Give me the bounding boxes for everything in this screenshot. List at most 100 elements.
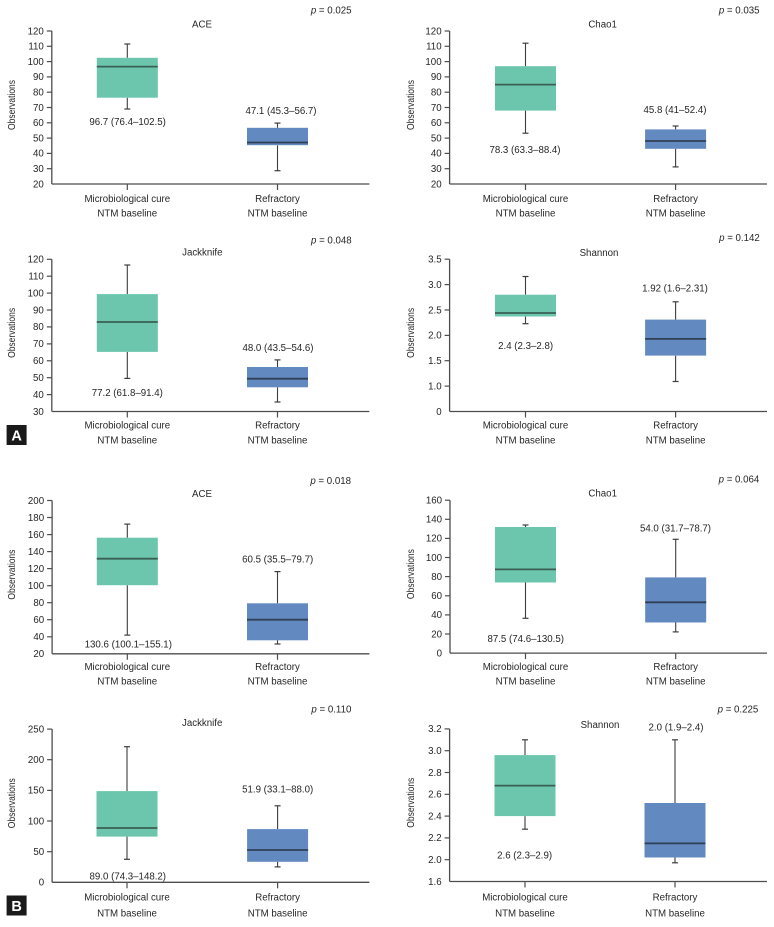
svg-text:20: 20 <box>431 179 442 190</box>
svg-text:150: 150 <box>28 786 45 797</box>
svg-text:2.2: 2.2 <box>428 833 441 844</box>
svg-text:50: 50 <box>33 847 44 858</box>
svg-text:120: 120 <box>28 255 45 266</box>
svg-text:NTM baseline: NTM baseline <box>97 208 157 219</box>
svg-text:ACE: ACE <box>192 19 212 30</box>
svg-text:Refractory: Refractory <box>255 662 300 673</box>
svg-text:NTM baseline: NTM baseline <box>248 908 308 919</box>
svg-text:Observations: Observations <box>406 778 417 828</box>
svg-text:Observations: Observations <box>7 308 18 358</box>
svg-text:200: 200 <box>28 496 45 507</box>
svg-text:NTM baseline: NTM baseline <box>496 677 556 688</box>
svg-text:160: 160 <box>28 530 45 541</box>
svg-text:p = 0.142: p = 0.142 <box>718 233 760 244</box>
svg-text:50: 50 <box>33 373 44 384</box>
svg-text:Microbiological cure: Microbiological cure <box>84 892 170 903</box>
svg-text:2.5: 2.5 <box>428 305 441 316</box>
svg-text:2.6: 2.6 <box>428 790 441 801</box>
svg-text:90: 90 <box>33 305 44 316</box>
svg-text:p = 0.018: p = 0.018 <box>309 476 351 487</box>
svg-text:96.7 (76.4–102.5): 96.7 (76.4–102.5) <box>89 117 165 128</box>
svg-text:180: 180 <box>28 513 45 524</box>
svg-text:p = 0.048: p = 0.048 <box>310 235 352 246</box>
svg-text:Shannon: Shannon <box>581 720 620 731</box>
svg-text:54.0 (31.7–78.7): 54.0 (31.7–78.7) <box>640 523 711 534</box>
svg-text:NTM baseline: NTM baseline <box>97 677 157 688</box>
svg-text:NTM baseline: NTM baseline <box>248 436 308 447</box>
svg-text:100: 100 <box>28 816 45 827</box>
svg-text:NTM baseline: NTM baseline <box>496 208 556 219</box>
svg-text:2.0 (1.9–2.4): 2.0 (1.9–2.4) <box>649 723 704 734</box>
svg-text:47.1 (45.3–56.7): 47.1 (45.3–56.7) <box>245 106 316 117</box>
svg-text:1.92 (1.6–2.31): 1.92 (1.6–2.31) <box>642 283 708 294</box>
svg-text:70: 70 <box>33 339 44 350</box>
svg-text:0: 0 <box>436 407 442 418</box>
svg-text:30: 30 <box>33 407 44 418</box>
svg-text:1.5: 1.5 <box>428 356 441 367</box>
svg-text:B: B <box>11 899 21 915</box>
svg-text:20: 20 <box>431 629 442 640</box>
svg-text:2.0: 2.0 <box>428 855 442 866</box>
svg-text:Shannon: Shannon <box>580 248 619 259</box>
svg-text:70: 70 <box>431 103 442 114</box>
svg-text:NTM baseline: NTM baseline <box>248 677 308 688</box>
svg-text:Refractory: Refractory <box>255 892 300 903</box>
svg-text:80: 80 <box>431 88 442 99</box>
svg-text:70: 70 <box>33 103 44 114</box>
svg-text:100: 100 <box>28 288 45 299</box>
svg-text:Microbiological cure: Microbiological cure <box>483 421 569 432</box>
svg-text:60: 60 <box>33 615 44 626</box>
svg-text:NTM baseline: NTM baseline <box>645 908 705 919</box>
svg-text:2.8: 2.8 <box>428 768 441 779</box>
svg-text:Observations: Observations <box>406 549 417 599</box>
svg-text:p = 0.035: p = 0.035 <box>718 5 760 16</box>
svg-text:40: 40 <box>33 632 44 643</box>
svg-text:0: 0 <box>39 878 45 889</box>
svg-text:90: 90 <box>431 72 442 83</box>
svg-text:110: 110 <box>28 272 44 283</box>
svg-text:p = 0.110: p = 0.110 <box>310 704 352 715</box>
svg-text:Observations: Observations <box>406 80 417 130</box>
svg-text:2.0: 2.0 <box>428 331 442 342</box>
svg-text:3.0: 3.0 <box>428 280 442 291</box>
svg-text:2.4 (2.3–2.8): 2.4 (2.3–2.8) <box>498 341 553 352</box>
svg-text:p = 0.225: p = 0.225 <box>717 704 759 715</box>
svg-text:Jackknife: Jackknife <box>182 248 222 259</box>
svg-text:50: 50 <box>33 133 44 144</box>
svg-text:Refractory: Refractory <box>653 892 698 903</box>
svg-text:NTM baseline: NTM baseline <box>646 677 706 688</box>
svg-text:Microbiological cure: Microbiological cure <box>483 194 569 205</box>
svg-text:80: 80 <box>33 88 44 99</box>
svg-text:120: 120 <box>28 564 45 575</box>
svg-text:130.6 (100.1–155.1): 130.6 (100.1–155.1) <box>85 639 172 650</box>
svg-text:80: 80 <box>33 598 44 609</box>
svg-text:Refractory: Refractory <box>653 662 698 673</box>
svg-text:80: 80 <box>431 572 442 583</box>
svg-text:89.0 (74.3–148.2): 89.0 (74.3–148.2) <box>90 872 166 883</box>
svg-text:Microbiological cure: Microbiological cure <box>84 662 170 673</box>
svg-text:NTM baseline: NTM baseline <box>495 908 555 919</box>
svg-text:p = 0.064: p = 0.064 <box>718 474 760 485</box>
svg-text:100: 100 <box>28 57 45 68</box>
svg-text:Chao1: Chao1 <box>588 488 617 499</box>
svg-text:Microbiological cure: Microbiological cure <box>84 194 170 205</box>
svg-text:Refractory: Refractory <box>653 194 698 205</box>
svg-text:51.9 (33.1–88.0): 51.9 (33.1–88.0) <box>242 785 313 796</box>
svg-text:100: 100 <box>28 581 45 592</box>
svg-text:Refractory: Refractory <box>255 421 300 432</box>
svg-text:250: 250 <box>28 724 45 735</box>
svg-text:NTM baseline: NTM baseline <box>97 908 157 919</box>
svg-text:Observations: Observations <box>7 550 18 600</box>
svg-text:A: A <box>11 428 22 444</box>
svg-text:Refractory: Refractory <box>653 421 698 432</box>
svg-text:Observations: Observations <box>7 778 18 828</box>
svg-text:100: 100 <box>426 553 443 564</box>
svg-text:78.3 (63.3–88.4): 78.3 (63.3–88.4) <box>489 145 560 156</box>
svg-text:80: 80 <box>33 322 44 333</box>
svg-text:3.2: 3.2 <box>428 724 441 735</box>
svg-text:40: 40 <box>33 149 44 160</box>
svg-text:2.4: 2.4 <box>428 811 442 822</box>
svg-text:Jackknife: Jackknife <box>182 718 222 729</box>
svg-text:0: 0 <box>437 648 443 659</box>
svg-text:20: 20 <box>33 649 44 660</box>
